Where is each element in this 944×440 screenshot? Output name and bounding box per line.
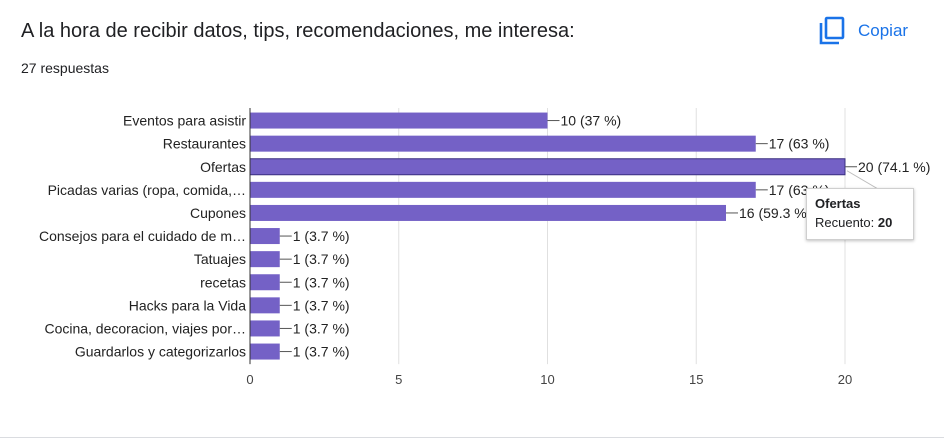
bar: [250, 320, 280, 337]
data-label: 1 (3.7 %): [293, 297, 350, 313]
category-label: Ofertas: [200, 159, 246, 175]
tooltip-title: Ofertas: [815, 196, 861, 211]
bar: [250, 112, 548, 129]
data-label: 1 (3.7 %): [293, 228, 350, 244]
tooltip-key: Recuento:: [815, 215, 875, 230]
data-label: 16 (59.3 %): [739, 205, 811, 221]
copy-button[interactable]: Copiar: [818, 14, 908, 48]
data-label: 1 (3.7 %): [293, 251, 350, 267]
x-tick-label-2: 10: [540, 372, 554, 387]
response-count: 27 respuestas: [21, 60, 109, 76]
category-label: Cupones: [190, 205, 246, 221]
tooltip-value: 20: [877, 215, 893, 230]
bar: [250, 274, 280, 291]
bar: [250, 297, 280, 314]
x-tick-label-0: 0: [246, 372, 253, 387]
x-tick-label-4: 20: [838, 372, 852, 387]
data-label: 1 (3.7 %): [293, 344, 350, 360]
copy-label: Copiar: [858, 21, 909, 40]
bottom-divider: [0, 437, 944, 438]
category-label: Consejos para el cuidado de m…: [39, 228, 246, 244]
category-label: Tatuajes: [194, 251, 246, 267]
data-label: 10 (37 %): [561, 113, 622, 129]
category-label: recetas: [200, 274, 246, 290]
x-tick-label-1: 5: [395, 372, 402, 387]
data-label: 17 (63 %): [769, 136, 830, 152]
x-tick-label-3: 15: [689, 372, 703, 387]
chart-question-title: A la hora de recibir datos, tips, recome…: [21, 20, 575, 42]
data-label: 1 (3.7 %): [293, 320, 350, 336]
tooltip-row: Recuento: 20: [815, 215, 905, 230]
copy-icon: [819, 16, 845, 45]
category-label: Hacks para la Vida: [129, 297, 246, 313]
bar: [250, 204, 726, 221]
category-label: Restaurantes: [163, 136, 246, 152]
bar: [249, 158, 846, 176]
bar: [250, 181, 756, 198]
bar: [250, 228, 280, 245]
data-label: 20 (74.1 %): [858, 159, 930, 175]
bar: [250, 343, 280, 360]
category-label: Eventos para asistir: [123, 113, 246, 129]
bar: [250, 251, 280, 268]
chart-tooltip: Ofertas Recuento: 20: [806, 188, 914, 240]
bar: [250, 135, 756, 152]
category-label: Guardarlos y categorizarlos: [75, 344, 246, 360]
data-label: 1 (3.7 %): [293, 274, 350, 290]
category-label: Cocina, decoracion, viajes por…: [44, 320, 246, 336]
category-label: Picadas varias (ropa, comida,…: [48, 182, 246, 198]
